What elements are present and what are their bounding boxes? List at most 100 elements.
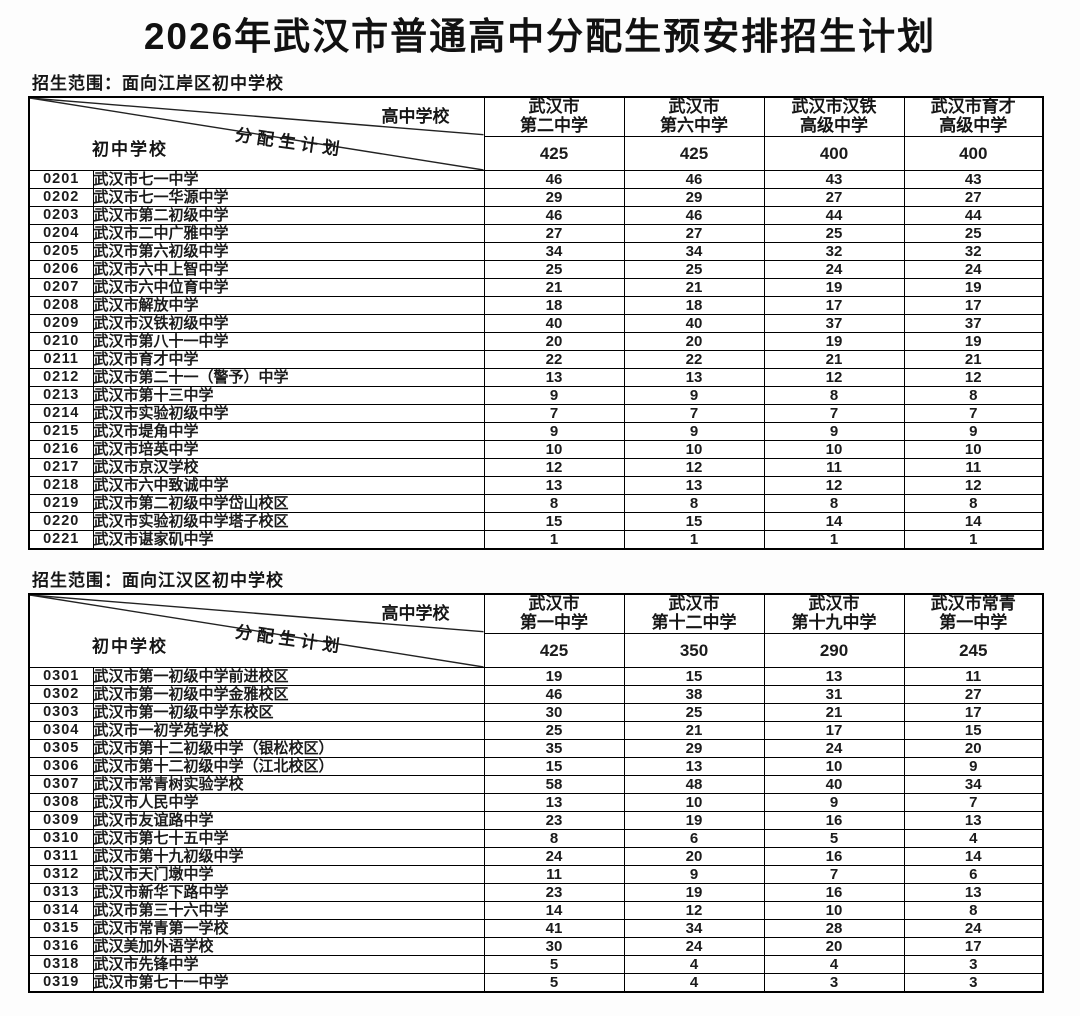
table-row: 0213 武汉市第十三中学 9 9 8 8 — [28, 386, 1044, 405]
allocation-value: 44 — [763, 206, 905, 225]
allocation-value: 8 — [903, 901, 1044, 920]
high-school-total: 290 — [763, 633, 905, 668]
middle-school-name: 武汉市第十二初级中学（江北校区） — [92, 757, 485, 776]
allocation-value: 16 — [763, 847, 905, 866]
allocation-value: 15 — [903, 721, 1044, 740]
allocation-value: 46 — [483, 206, 625, 225]
school-code: 0319 — [28, 973, 94, 993]
school-code: 0219 — [28, 494, 94, 513]
allocation-value: 15 — [623, 667, 765, 686]
allocation-value: 7 — [903, 404, 1044, 423]
table-row: 0302 武汉市第一初级中学金雅校区 46 38 31 27 — [28, 685, 1044, 704]
allocation-value: 9 — [763, 793, 905, 812]
middle-school-name: 武汉市七一中学 — [92, 170, 485, 189]
school-code: 0216 — [28, 440, 94, 459]
high-school-total: 400 — [903, 136, 1044, 171]
allocation-value: 13 — [483, 793, 625, 812]
allocation-value: 11 — [483, 865, 625, 884]
allocation-value: 13 — [623, 368, 765, 387]
allocation-value: 27 — [623, 224, 765, 243]
middle-school-name: 武汉市六中上智中学 — [92, 260, 485, 279]
middle-school-name: 武汉市堤角中学 — [92, 422, 485, 441]
scope-label: 招生范围：面向江汉区初中学校 — [32, 571, 284, 590]
table-row: 0319 武汉市第七十一中学 5 4 3 3 — [28, 973, 1044, 993]
allocation-value: 19 — [903, 332, 1044, 351]
allocation-value: 37 — [903, 314, 1044, 333]
allocation-value: 5 — [483, 973, 625, 993]
allocation-value: 22 — [623, 350, 765, 369]
allocation-value: 25 — [763, 224, 905, 243]
school-code: 0207 — [28, 278, 94, 297]
allocation-value: 44 — [903, 206, 1044, 225]
high-school-header: 武汉市 第一中学 — [483, 593, 625, 634]
school-code: 0311 — [28, 847, 94, 866]
table-row: 0304 武汉市一初学苑学校 25 21 17 15 — [28, 721, 1044, 740]
allocation-value: 32 — [763, 242, 905, 261]
table-row: 0203 武汉市第二初级中学 46 46 44 44 — [28, 206, 1044, 225]
high-school-name-line2: 第十二中学 — [651, 613, 737, 632]
school-code: 0205 — [28, 242, 94, 261]
allocation-value: 29 — [483, 188, 625, 207]
corner-cell: 高中学校 分配生计划 初中学校 — [28, 96, 485, 171]
middle-school-name: 武汉美加外语学校 — [92, 937, 485, 956]
allocation-value: 1 — [623, 530, 765, 550]
middle-school-name: 武汉市二中广雅中学 — [92, 224, 485, 243]
middle-school-name: 武汉市第一初级中学东校区 — [92, 703, 485, 722]
table-row: 0312 武汉市天门墩中学 11 9 7 6 — [28, 865, 1044, 884]
table-row: 0217 武汉市京汉学校 12 12 11 11 — [28, 458, 1044, 477]
table-row: 0316 武汉美加外语学校 30 24 20 17 — [28, 937, 1044, 956]
allocation-value: 25 — [623, 703, 765, 722]
allocation-value: 5 — [483, 955, 625, 974]
high-school-header: 武汉市 第二中学 — [483, 96, 625, 137]
corner-label-middle-school: 初中学校 — [92, 637, 168, 656]
table-section: 招生范围：面向江岸区初中学校高中学校 分配生计划 初中学校 武汉市 第二中学 武汉市第六中… — [0, 69, 1080, 550]
table-row: 0220 武汉市实验初级中学塔子校区 15 15 14 14 — [28, 512, 1044, 531]
allocation-value: 24 — [483, 847, 625, 866]
allocation-value: 12 — [763, 368, 905, 387]
school-code: 0316 — [28, 937, 94, 956]
allocation-value: 20 — [763, 937, 905, 956]
middle-school-name: 武汉市六中致诚中学 — [92, 476, 485, 495]
high-school-name-line2: 第一中学 — [939, 613, 1008, 632]
school-code: 0312 — [28, 865, 94, 884]
table-row: 0210 武汉市第八十一中学 20 20 19 19 — [28, 332, 1044, 351]
allocation-value: 12 — [763, 476, 905, 495]
allocation-value: 14 — [763, 512, 905, 531]
table-row: 0311 武汉市第十九初级中学 24 20 16 14 — [28, 847, 1044, 866]
high-school-total: 425 — [483, 136, 625, 171]
scope-label: 招生范围：面向江岸区初中学校 — [32, 74, 284, 93]
table-row: 0209 武汉市汉铁初级中学 40 40 37 37 — [28, 314, 1044, 333]
allocation-value: 21 — [623, 721, 765, 740]
middle-school-name: 武汉市天门墩中学 — [92, 865, 485, 884]
school-code: 0204 — [28, 224, 94, 243]
allocation-value: 9 — [623, 422, 765, 441]
allocation-value: 9 — [483, 422, 625, 441]
allocation-value: 20 — [483, 332, 625, 351]
allocation-value: 9 — [903, 422, 1044, 441]
high-school-name-line2: 第一中学 — [520, 613, 588, 632]
allocation-value: 35 — [483, 739, 625, 758]
table-row: 0305 武汉市第十二初级中学（银松校区） 35 29 24 20 — [28, 739, 1044, 758]
high-school-header: 武汉市 第十九中学 — [763, 593, 905, 634]
allocation-value: 46 — [623, 170, 765, 189]
allocation-value: 3 — [903, 973, 1044, 993]
high-school-name-line1: 武汉市 — [528, 97, 580, 117]
middle-school-name: 武汉市第十二初级中学（银松校区） — [92, 739, 485, 758]
allocation-value: 1 — [903, 530, 1044, 550]
allocation-value: 9 — [623, 386, 765, 405]
middle-school-name: 武汉市第一初级中学前进校区 — [92, 667, 485, 686]
corner-cell: 高中学校 分配生计划 初中学校 — [28, 593, 485, 668]
high-school-name-line2: 第六中学 — [660, 116, 728, 135]
allocation-value: 15 — [483, 512, 625, 531]
corner-diagonal-lines-icon — [30, 98, 484, 170]
middle-school-name: 武汉市培英中学 — [92, 440, 485, 459]
allocation-value: 16 — [763, 883, 905, 902]
table-row: 0207 武汉市六中位育中学 21 21 19 19 — [28, 278, 1044, 297]
school-code: 0318 — [28, 955, 94, 974]
allocation-value: 14 — [903, 847, 1044, 866]
high-school-header: 武汉市育才 高级中学 — [903, 96, 1044, 137]
middle-school-name: 武汉市第十九初级中学 — [92, 847, 485, 866]
allocation-value: 10 — [763, 440, 905, 459]
table-row: 0314 武汉市第三十六中学 14 12 10 8 — [28, 901, 1044, 920]
school-code: 0306 — [28, 757, 94, 776]
